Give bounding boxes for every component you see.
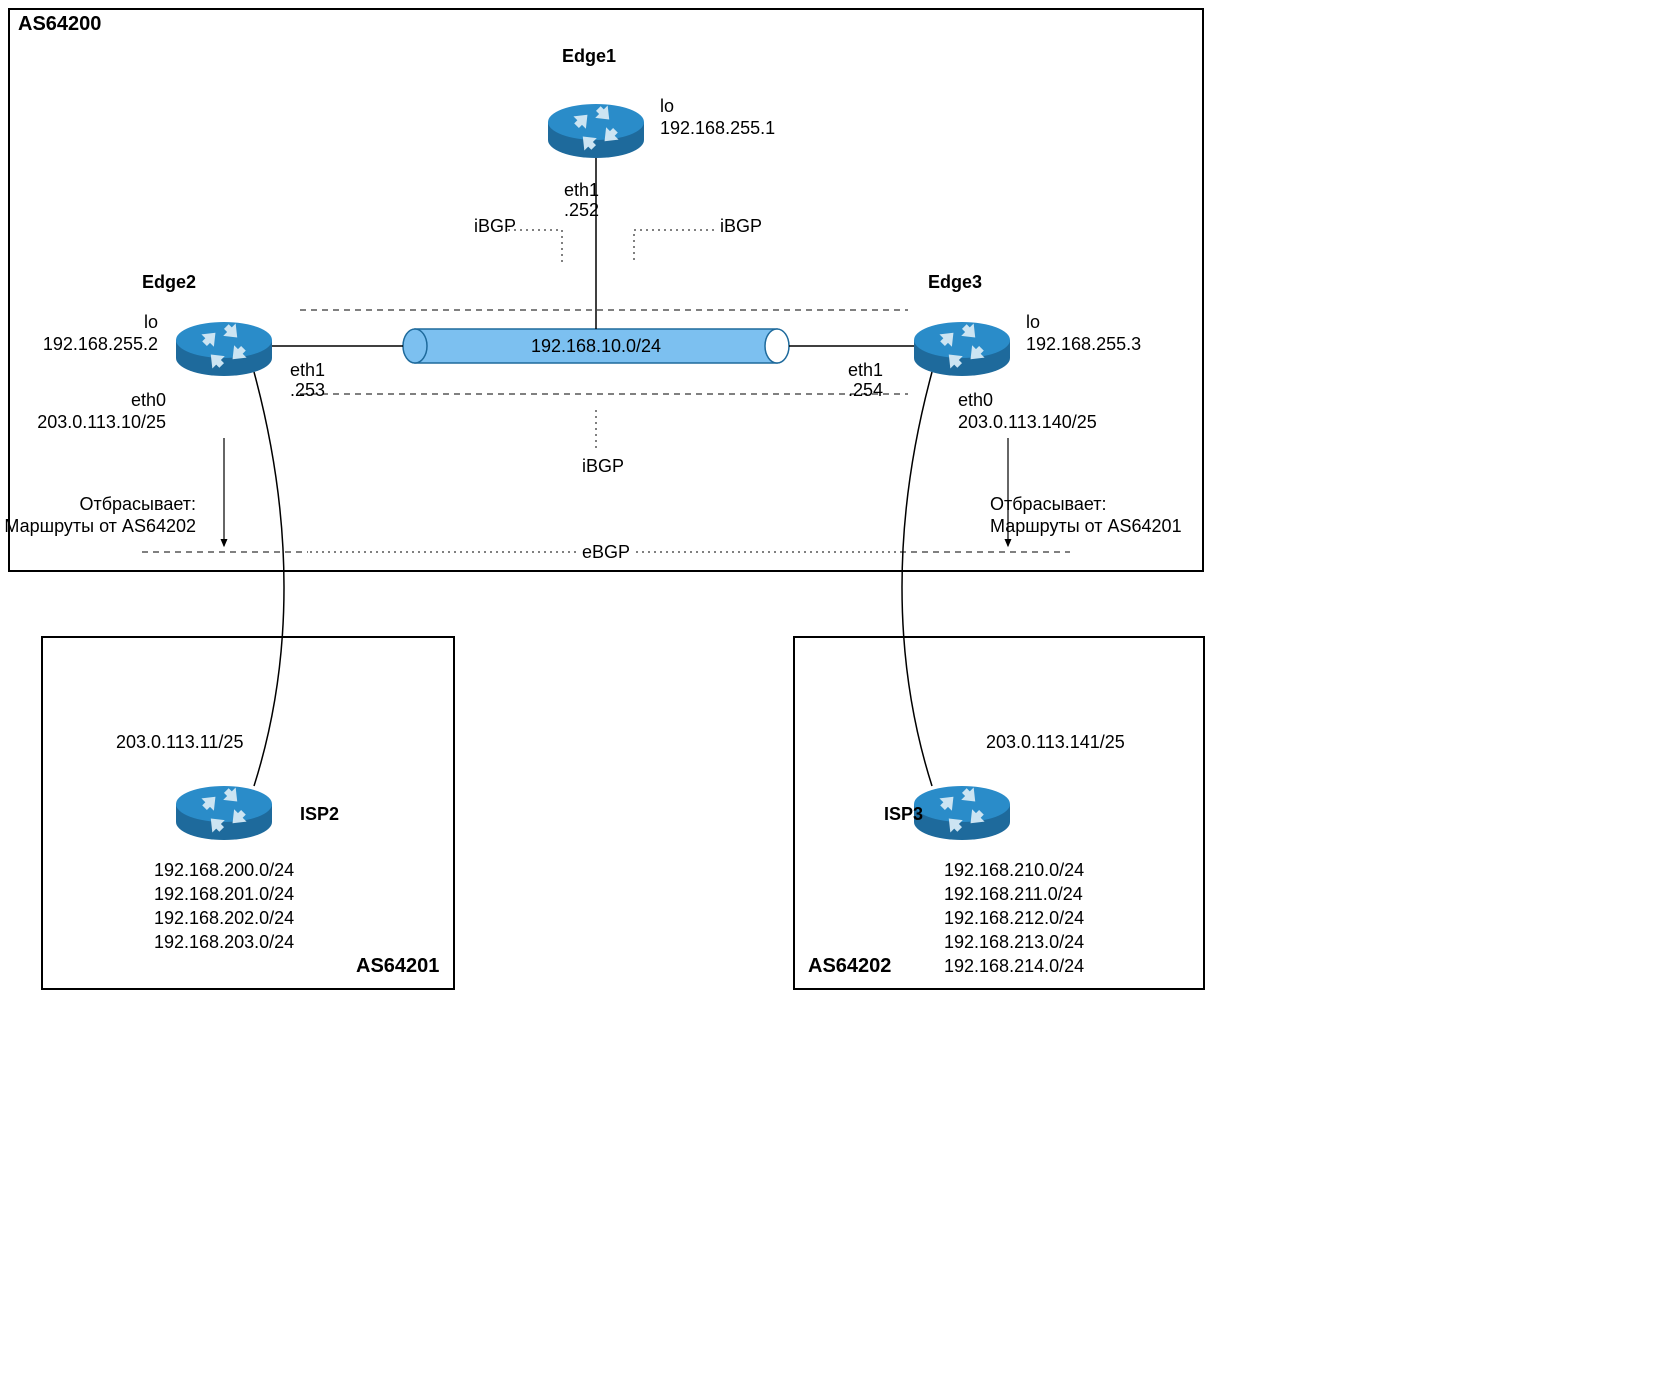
svg-text:192.168.255.3: 192.168.255.3 [1026, 334, 1141, 354]
router-label-edge3: Edge3 [928, 272, 982, 292]
svg-text:203.0.113.11/25: 203.0.113.11/25 [116, 732, 243, 752]
svg-text:lo: lo [660, 96, 674, 116]
svg-text:192.168.255.1: 192.168.255.1 [660, 118, 775, 138]
bgp-label-ebgp: eBGP [582, 542, 630, 562]
svg-text:.254: .254 [848, 380, 883, 400]
router-label-isp2: ISP2 [300, 804, 339, 824]
isp3-route-0: 192.168.210.0/24 [944, 860, 1084, 880]
svg-text:203.0.113.10/25: 203.0.113.10/25 [37, 412, 166, 432]
isp3-route-2: 192.168.212.0/24 [944, 908, 1084, 928]
svg-text:eth1: eth1 [848, 360, 883, 380]
ibgp-dotted-right [634, 230, 714, 262]
isp3-route-3: 192.168.213.0/24 [944, 932, 1084, 952]
svg-text:.253: .253 [290, 380, 325, 400]
svg-text:lo: lo [144, 312, 158, 332]
svg-text:AS64200: AS64200 [18, 13, 101, 35]
isp2-route-0: 192.168.200.0/24 [154, 860, 294, 880]
isp3-route-4: 192.168.214.0/24 [944, 956, 1084, 976]
svg-text:eth0: eth0 [958, 390, 993, 410]
bgp-label-ibgp_bottom: iBGP [582, 456, 624, 476]
bgp-label-ibgp_left: iBGP [474, 216, 516, 236]
bus-label: 192.168.10.0/24 [531, 336, 661, 356]
svg-text:AS64201: AS64201 [356, 955, 439, 977]
bgp-label-ibgp_right: iBGP [720, 216, 762, 236]
isp2-route-2: 192.168.202.0/24 [154, 908, 294, 928]
discard-label2-left: Маршруты от AS64202 [4, 516, 196, 536]
svg-text:203.0.113.141/25: 203.0.113.141/25 [986, 732, 1125, 752]
isp3-route-1: 192.168.211.0/24 [944, 884, 1083, 904]
router-edge3 [914, 320, 1010, 376]
router-isp3 [914, 784, 1010, 840]
router-edge2 [176, 320, 272, 376]
router-edge1 [548, 102, 644, 158]
svg-text:Отбрасывает:: Отбрасывает: [990, 494, 1107, 514]
router-isp2 [176, 784, 272, 840]
svg-text:eth0: eth0 [131, 390, 166, 410]
svg-text:Маршруты от AS64201: Маршруты от AS64201 [990, 516, 1182, 536]
ibgp-dotted-left [508, 230, 562, 262]
svg-text:lo: lo [1026, 312, 1040, 332]
router-label-isp3: ISP3 [884, 804, 923, 824]
svg-text:AS64202: AS64202 [808, 955, 891, 977]
link-edge3-isp3 [902, 372, 932, 786]
router-label-edge1: Edge1 [562, 46, 616, 66]
discard-label1-left: Отбрасывает: [79, 494, 196, 514]
router-label-edge2: Edge2 [142, 272, 196, 292]
svg-text:eth1: eth1 [564, 180, 599, 200]
svg-text:eth1: eth1 [290, 360, 325, 380]
svg-text:.252: .252 [564, 200, 599, 220]
isp2-route-1: 192.168.201.0/24 [154, 884, 294, 904]
isp2-route-3: 192.168.203.0/24 [154, 932, 294, 952]
link-edge2-isp2 [254, 372, 284, 786]
svg-text:203.0.113.140/25: 203.0.113.140/25 [958, 412, 1097, 432]
svg-text:192.168.255.2: 192.168.255.2 [43, 334, 158, 354]
diagram-canvas: AS64200 AS64201 AS64202 192.168.10.0/24 Отбр… [0, 0, 1218, 1008]
